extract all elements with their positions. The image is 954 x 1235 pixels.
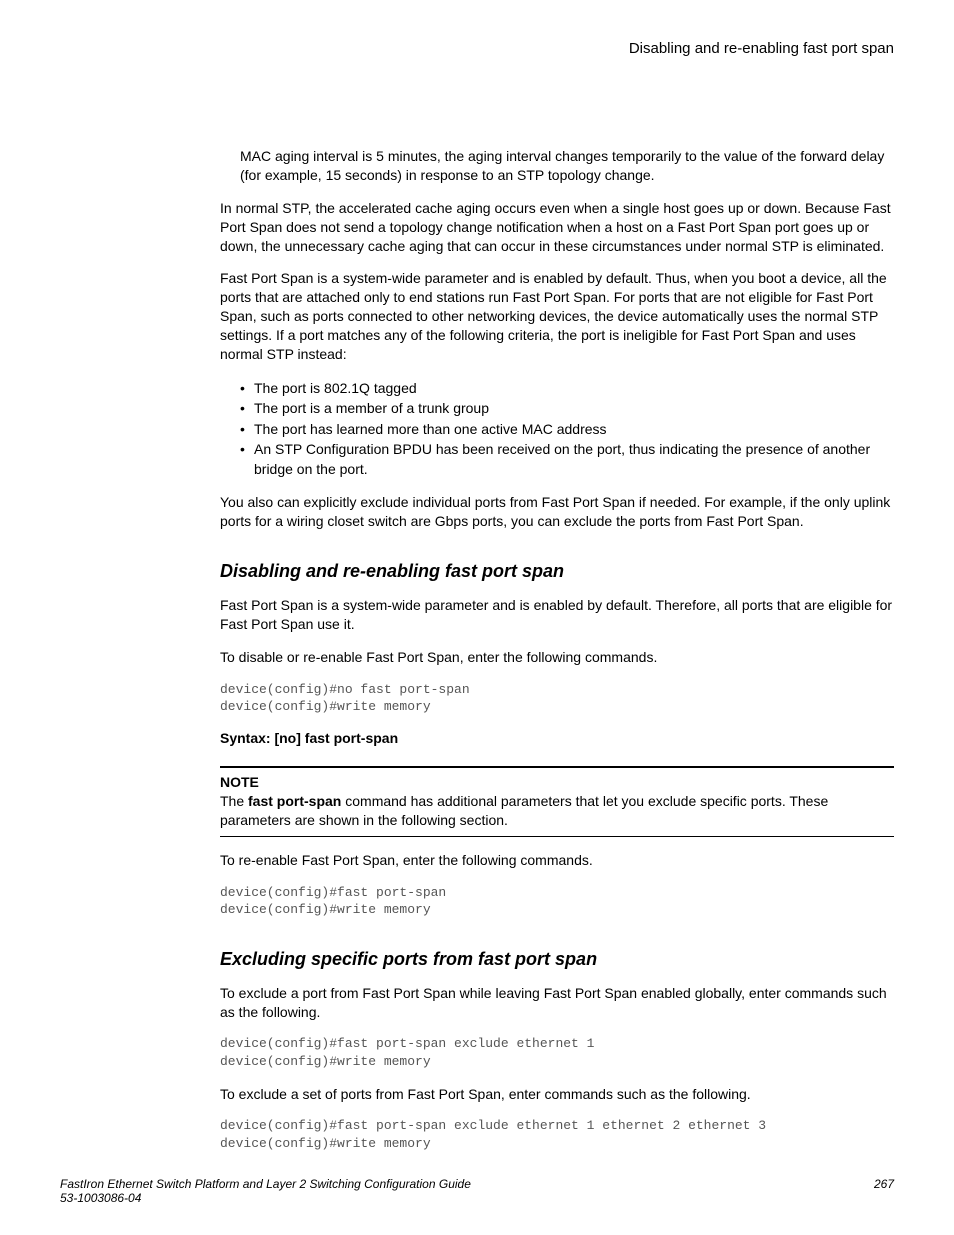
note-box: NOTE The fast port-span command has addi… <box>220 766 894 837</box>
footer-title: FastIron Ethernet Switch Platform and La… <box>60 1177 471 1191</box>
header-right-text: Disabling and re-enabling fast port span <box>60 40 894 57</box>
note-text: The fast port-span command has additiona… <box>220 792 894 830</box>
section-2-title: Excluding specific ports from fast port … <box>220 949 894 970</box>
section-2-p1: To exclude a port from Fast Port Span wh… <box>220 984 894 1022</box>
note-text-pre: The <box>220 793 248 809</box>
section-1-p2: To disable or re-enable Fast Port Span, … <box>220 648 894 667</box>
footer-doc-id: 53-1003086-04 <box>60 1191 141 1205</box>
code-block-1: device(config)#no fast port-span device(… <box>220 681 894 716</box>
code-block-3: device(config)#fast port-span exclude et… <box>220 1035 894 1070</box>
section-1-p1: Fast Port Span is a system-wide paramete… <box>220 596 894 634</box>
code-block-4: device(config)#fast port-span exclude et… <box>220 1117 894 1152</box>
note-bold: fast port-span <box>248 793 341 809</box>
para-3: You also can explicitly exclude individu… <box>220 493 894 531</box>
list-item: An STP Configuration BPDU has been recei… <box>240 439 894 480</box>
note-label: NOTE <box>220 774 894 790</box>
syntax-line: Syntax: [no] fast port-span <box>220 730 894 746</box>
content-body: MAC aging interval is 5 minutes, the agi… <box>220 147 894 1153</box>
list-item: The port is 802.1Q tagged <box>240 378 894 398</box>
list-item: The port is a member of a trunk group <box>240 398 894 418</box>
footer-page-number: 267 <box>874 1177 894 1205</box>
para-1: In normal STP, the accelerated cache agi… <box>220 199 894 256</box>
section-2-p2: To exclude a set of ports from Fast Port… <box>220 1085 894 1104</box>
intro-indent-para: MAC aging interval is 5 minutes, the agi… <box>240 147 894 185</box>
section-1-p3: To re-enable Fast Port Span, enter the f… <box>220 851 894 870</box>
para-2: Fast Port Span is a system-wide paramete… <box>220 269 894 363</box>
page: Disabling and re-enabling fast port span… <box>0 0 954 1235</box>
criteria-list: The port is 802.1Q tagged The port is a … <box>220 378 894 479</box>
page-footer: FastIron Ethernet Switch Platform and La… <box>60 1177 894 1205</box>
footer-left: FastIron Ethernet Switch Platform and La… <box>60 1177 471 1205</box>
section-1-title: Disabling and re-enabling fast port span <box>220 561 894 582</box>
list-item: The port has learned more than one activ… <box>240 419 894 439</box>
code-block-2: device(config)#fast port-span device(con… <box>220 884 894 919</box>
